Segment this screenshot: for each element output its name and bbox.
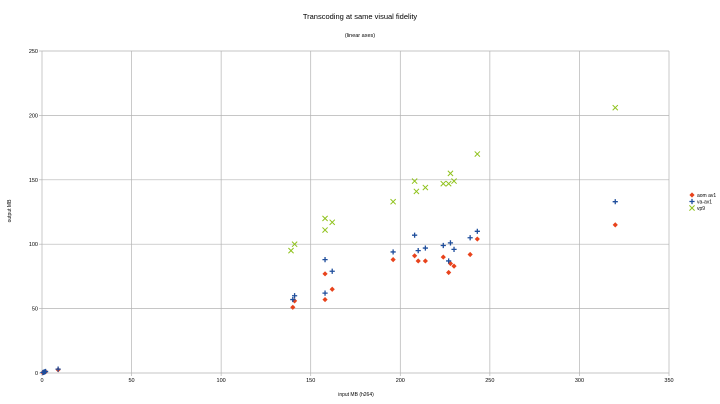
data-point xyxy=(411,178,418,185)
data-point xyxy=(55,366,61,372)
data-point xyxy=(474,151,481,157)
data-point xyxy=(440,180,447,187)
x-tick-label: 0 xyxy=(40,378,43,384)
x-tick-label: 250 xyxy=(485,378,494,384)
data-point xyxy=(291,293,298,299)
data-point xyxy=(322,296,328,303)
data-point xyxy=(322,271,328,277)
legend-item: aom av1 xyxy=(689,192,716,199)
data-point xyxy=(322,290,328,296)
data-point xyxy=(390,257,396,263)
x-tick-label: 200 xyxy=(396,378,405,384)
data-point xyxy=(291,241,298,248)
data-point xyxy=(447,240,454,246)
data-point xyxy=(42,368,49,375)
chart-subtitle: (linear axes) xyxy=(345,33,375,39)
data-point xyxy=(390,249,396,255)
y-tick-label: 150 xyxy=(29,178,38,184)
legend-item: va-av1 xyxy=(689,198,712,206)
data-point xyxy=(422,184,429,191)
series-plus xyxy=(40,199,618,376)
series-diamond xyxy=(40,222,618,376)
data-point xyxy=(467,235,473,241)
legend-label: va-av1 xyxy=(697,200,712,206)
series-x xyxy=(288,104,619,254)
data-point xyxy=(412,253,418,259)
y-tick-label: 250 xyxy=(29,49,38,55)
x-tick-label: 300 xyxy=(575,378,584,384)
legend-item: vp9 xyxy=(689,205,705,212)
data-point xyxy=(329,219,336,226)
x-axis-label: input MB (h264) xyxy=(338,392,374,398)
gridlines xyxy=(41,50,670,374)
data-point xyxy=(451,246,457,252)
data-point xyxy=(612,104,619,111)
y-tick-label: 200 xyxy=(29,113,38,119)
data-point xyxy=(447,170,454,177)
data-point xyxy=(329,286,335,292)
data-point xyxy=(329,268,335,274)
data-point xyxy=(413,188,420,195)
data-point xyxy=(290,304,296,310)
data-point xyxy=(422,245,428,251)
data-point xyxy=(290,296,296,303)
data-point xyxy=(467,251,473,258)
x-tick-label: 150 xyxy=(306,378,315,384)
y-tick-label: 100 xyxy=(29,242,38,248)
data-point xyxy=(390,198,397,205)
data-point xyxy=(447,260,454,267)
data-point xyxy=(612,222,618,228)
y-tick-label: 50 xyxy=(32,307,38,313)
data-point xyxy=(474,228,480,234)
legend-label: vp9 xyxy=(697,206,705,212)
data-point xyxy=(440,242,446,249)
data-point xyxy=(415,248,421,254)
y-axis-label: output MB xyxy=(7,199,13,222)
data-point xyxy=(612,199,618,205)
data-point xyxy=(446,269,452,276)
data-point xyxy=(422,258,428,264)
data-point xyxy=(322,215,328,222)
y-tick-label: 0 xyxy=(35,371,38,377)
tick-labels: 0 50 100 150 200 250 0 50 100 150 200 250 300 350 xyxy=(29,49,674,384)
data-point xyxy=(322,227,328,233)
x-tick-label: 50 xyxy=(129,378,135,384)
data-point xyxy=(446,258,452,264)
data-point xyxy=(445,180,452,187)
data-point xyxy=(474,236,480,242)
chart-title: Transcoding at same visual fidelity xyxy=(303,12,418,21)
legend-label: aom av1 xyxy=(697,193,716,199)
data-point xyxy=(288,247,294,254)
legend-marker xyxy=(689,205,695,211)
data-point xyxy=(440,254,446,260)
data-points xyxy=(40,104,619,376)
data-point xyxy=(451,263,457,269)
data-point xyxy=(451,178,457,185)
x-tick-label: 350 xyxy=(664,378,673,384)
data-point xyxy=(415,258,421,264)
data-point xyxy=(322,257,328,263)
legend-marker xyxy=(689,198,695,205)
x-tick-label: 100 xyxy=(217,378,226,384)
axes xyxy=(39,50,670,376)
legend-marker xyxy=(689,192,695,198)
data-point xyxy=(412,232,418,238)
